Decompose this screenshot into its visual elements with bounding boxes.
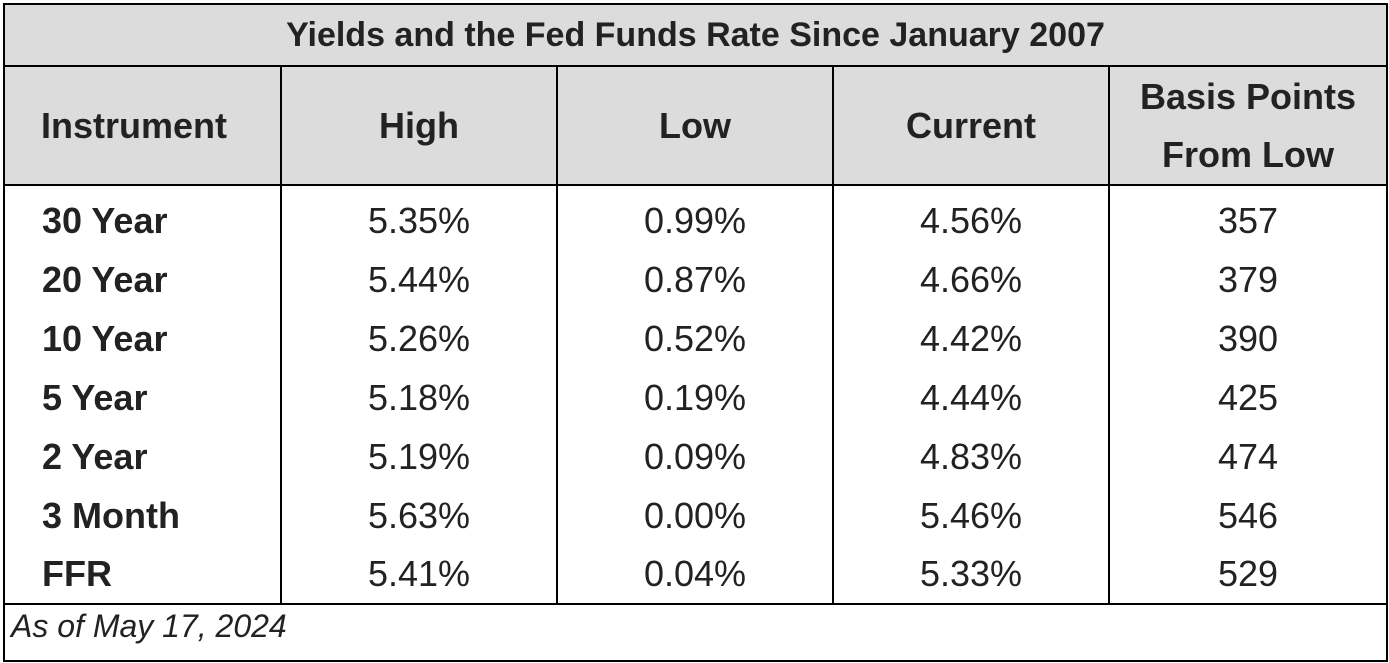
cell-instrument: 30 Year [5,185,282,250]
table-body: 30 Year 5.35% 0.99% 4.56% 357 20 Year 5.44% 0.8… [5,185,1386,605]
table-row: 20 Year 5.44% 0.87% 4.66% 379 [5,250,1386,309]
cell-current: 4.66% [833,250,1110,309]
footnote: As of May 17, 2024 [11,608,287,644]
cell-bp: 546 [1217,494,1279,536]
column-header-instrument: Instrument [5,67,282,186]
table-row: FFR 5.41% 0.04% 5.33% 529 [5,545,1386,605]
column-header-high: High [281,67,558,186]
column-header-current: Current [833,67,1110,186]
table-title: Yields and the Fed Funds Rate Since Janu… [5,5,1386,67]
cell-bp: 529 [1109,545,1386,605]
cell-instrument: 3 Month [5,486,282,545]
cell-instrument: 2 Year [5,427,282,486]
cell-current: 5.46% [833,486,1110,545]
table-row: 5 Year 5.18% 0.19% 4.44% 425 [5,368,1386,427]
cell-instrument: FFR [5,545,282,605]
cell-high: 5.63% [281,486,558,545]
cell-high: 5.35% [281,185,558,250]
table-frame: Yields and the Fed Funds Rate Since Janu… [3,3,1388,662]
cell-low: 0.09% [557,427,834,486]
cell-current: 4.42% [833,309,1110,368]
cell-current: 4.56% [833,185,1110,250]
cell-low: 0.00% [557,486,834,545]
cell-low: 0.04% [557,545,834,605]
column-header-basis-points-line1: Basis Points [1139,75,1357,117]
cell-high: 5.44% [281,250,558,309]
cell-current: 4.83% [833,427,1110,486]
column-header-low: Low [557,67,834,186]
column-header-basis-points-line2: From Low [1162,133,1334,175]
table-row: 30 Year 5.35% 0.99% 4.56% 357 [5,185,1386,250]
cell-instrument: 20 Year [5,250,282,309]
cell-bp: 425 [1217,376,1279,418]
cell-high: 5.41% [281,545,558,605]
cell-low: 0.87% [557,250,834,309]
table-row: 2 Year 5.19% 0.09% 4.83% 474 [5,427,1386,486]
cell-current: 4.44% [833,368,1110,427]
column-header-basis-points: Basis Points From Low [1109,67,1386,186]
cell-current: 5.33% [833,545,1110,605]
cell-instrument: 10 Year [5,309,282,368]
header-row: Instrument High Low Current Basis Points… [5,67,1386,186]
table-row: 10 Year 5.26% 0.52% 4.42% 390 [5,309,1386,368]
cell-instrument: 5 Year [5,368,282,427]
yields-table: Instrument High Low Current Basis Points… [5,67,1386,605]
cell-high: 5.19% [281,427,558,486]
cell-bp: 379 [1217,258,1279,300]
cell-bp: 390 [1217,317,1279,359]
table-row: 3 Month 5.63% 0.00% 5.46% 546 [5,486,1386,545]
cell-low: 0.99% [557,185,834,250]
cell-bp: 474 [1217,435,1279,477]
cell-high: 5.26% [281,309,558,368]
cell-low: 0.52% [557,309,834,368]
cell-bp: 357 [1217,200,1279,241]
cell-high: 5.18% [281,368,558,427]
cell-low: 0.19% [557,368,834,427]
